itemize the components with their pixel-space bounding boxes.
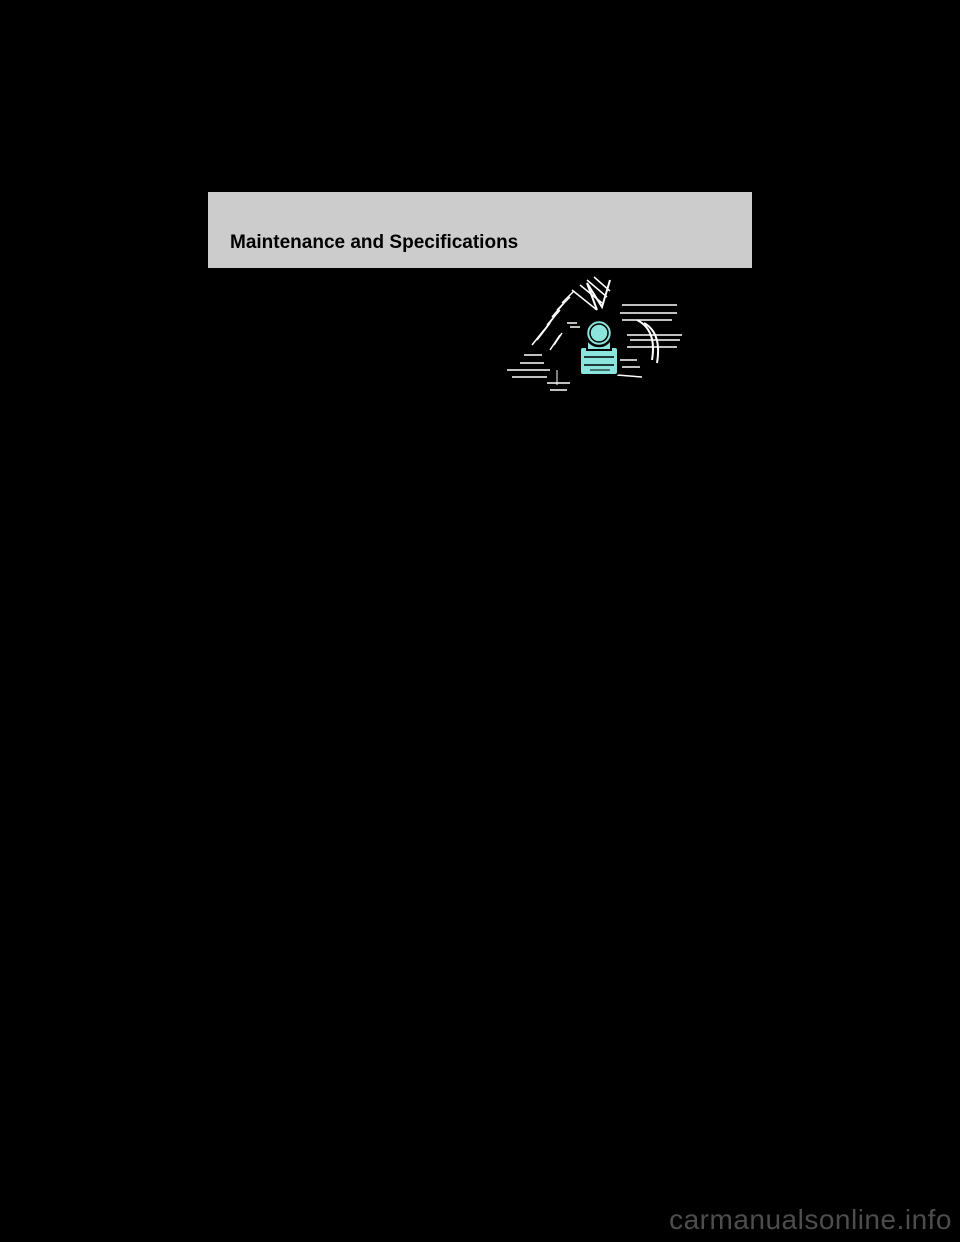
engine-diagram [502,275,742,405]
watermark-text: carmanualsonline.info [669,1204,952,1236]
section-title: Maintenance and Specifications [230,232,518,254]
page-container: Maintenance and Specifications [208,192,752,268]
component-illustration [502,275,742,405]
section-header: Maintenance and Specifications [208,192,752,268]
reservoir-highlight [580,320,618,375]
